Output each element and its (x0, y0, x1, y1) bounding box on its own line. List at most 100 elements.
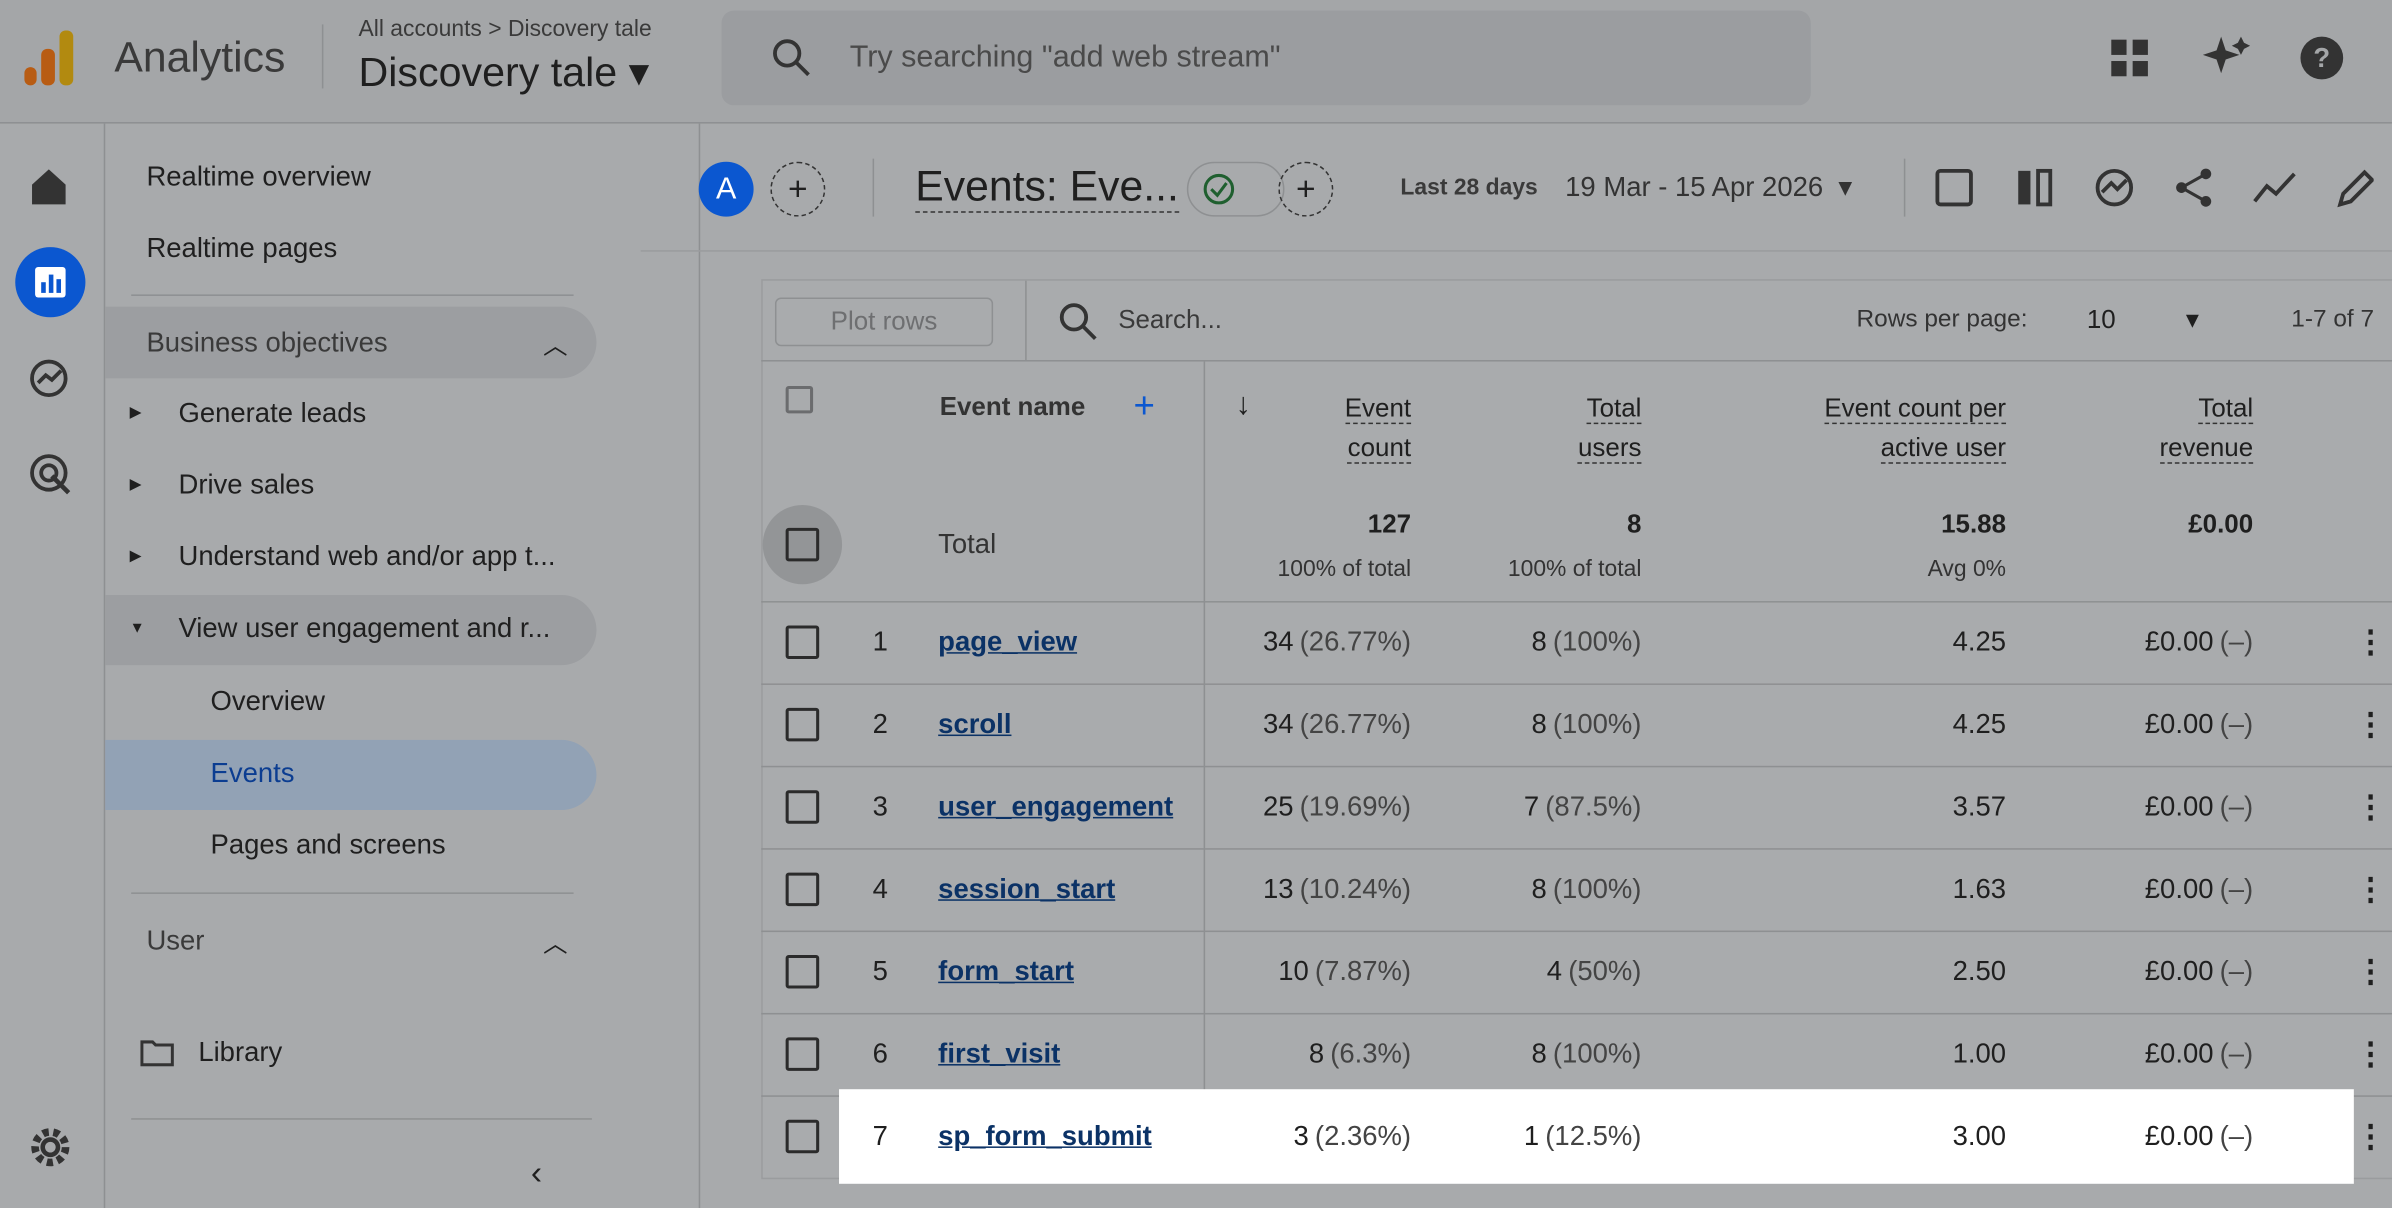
column-header-text[interactable]: Event count per active user (1824, 393, 2007, 464)
row-checkbox[interactable] (785, 1119, 820, 1154)
event-name[interactable]: user_engagement (938, 790, 1174, 822)
nav-item[interactable]: Library (198, 1036, 283, 1068)
row-menu[interactable]: ⋮ (2355, 790, 2386, 825)
nav-subitem[interactable]: Overview (210, 685, 325, 717)
add-dimension[interactable]: + (1133, 385, 1155, 428)
collapse-icon[interactable]: ︿ (543, 334, 568, 361)
column-header-text[interactable]: Total users (1578, 393, 1642, 464)
property[interactable]: Discovery tale (358, 49, 618, 96)
date-range[interactable]: 19 Mar - 15 Apr 2026 ▾ (1565, 171, 1853, 203)
add-comparison[interactable]: + (770, 161, 826, 217)
event-name[interactable]: page_view (938, 626, 1078, 657)
column-header[interactable]: Event name (939, 392, 1086, 422)
metric-cell: 8 (100%) (1397, 1038, 1642, 1070)
breadcrumb[interactable]: All accounts > Discovery tale (358, 16, 652, 42)
help-icon[interactable]: ? (2299, 35, 2345, 81)
item-band (105, 594, 597, 666)
row-menu[interactable]: ⋮ (2355, 955, 2386, 990)
metric-share: (100%) (1552, 873, 1642, 904)
metric-share: (–) (2219, 1120, 2254, 1151)
metric-value: 10 (1278, 955, 1309, 987)
column-header[interactable]: Total users (1526, 389, 1642, 468)
table-search[interactable]: Search... (1118, 305, 1222, 335)
metric-share: (2.36%) (1314, 1120, 1412, 1151)
row-menu[interactable]: ⋮ (2355, 873, 2386, 907)
select-total[interactable] (785, 527, 820, 562)
folder-icon (140, 1040, 174, 1067)
sort-icon[interactable]: ↓ (1235, 388, 1251, 422)
nav-item[interactable]: Generate leads (178, 397, 367, 428)
row-menu[interactable]: ⋮ (2355, 626, 2386, 660)
metric-share: (12.5%) (1545, 1120, 1642, 1151)
rows-per-page-label: Rows per page: (1856, 306, 2028, 333)
row-index: 6 (872, 1038, 888, 1069)
column-header-text[interactable]: Total revenue (2159, 393, 2254, 464)
metric-cell: 34 (26.77%) (1167, 626, 1411, 658)
event-name[interactable]: form_start (938, 955, 1074, 987)
advertising-icon[interactable] (27, 452, 73, 498)
nav-subitem[interactable]: Events (210, 757, 295, 788)
nav-item[interactable]: Realtime overview (146, 160, 371, 192)
rail (0, 123, 106, 1208)
apps-icon[interactable] (2108, 37, 2151, 80)
toolbar-icons[interactable] (1931, 165, 2374, 211)
row-checkbox[interactable] (785, 872, 820, 907)
rows-per-page-value[interactable]: 10 (2086, 305, 2116, 335)
column-header[interactable]: Total revenue (2136, 389, 2254, 468)
nav-subitem[interactable]: Pages and screens (210, 829, 446, 860)
metric-share: (–) (2219, 790, 2254, 822)
search-box[interactable] (721, 10, 1811, 106)
rows-per-page[interactable]: 10 ▾ (2086, 305, 2199, 335)
row-index: 3 (872, 790, 888, 822)
home-icon[interactable] (27, 165, 70, 208)
metric-value: 13 (1262, 873, 1294, 904)
row-menu[interactable]: ⋮ (2355, 1038, 2386, 1072)
row-checkbox[interactable] (785, 790, 820, 824)
event-name[interactable]: session_start (938, 873, 1116, 904)
nav-section[interactable]: Business objectives (146, 327, 388, 358)
nav-section[interactable]: User (146, 925, 205, 956)
metric-value: 4.25 (1952, 708, 2007, 740)
avatar[interactable]: A (698, 161, 754, 217)
metric-value: £0.00 (2144, 873, 2214, 904)
metric-value: 8 (1531, 1038, 1547, 1069)
row-checkbox[interactable] (785, 1037, 820, 1071)
row-checkbox[interactable] (785, 954, 820, 989)
row-menu[interactable]: ⋮ (2355, 1120, 2386, 1155)
select-all[interactable] (785, 385, 814, 414)
metric-value: 1.63 (1952, 873, 2007, 904)
column-header[interactable]: Event count per active user (1800, 389, 2007, 468)
row-index: 4 (872, 873, 888, 904)
reports-icon[interactable] (14, 246, 87, 319)
event-name[interactable]: scroll (938, 708, 1012, 740)
report-title[interactable]: Events: Eve... (915, 162, 1179, 213)
add-filter[interactable]: + (1278, 161, 1334, 217)
collapse-icon[interactable]: ︿ (543, 932, 568, 959)
metric-value: £0.00 (2144, 955, 2214, 987)
column-header-text[interactable]: Event count (1344, 393, 1412, 464)
expand-arrow: ▶ (129, 476, 142, 494)
explore-icon[interactable] (27, 357, 73, 403)
date-range-text[interactable]: 19 Mar - 15 Apr 2026 (1565, 171, 1824, 203)
nav-item[interactable]: View user engagement and r... (178, 612, 551, 643)
metric-value: 7 (1523, 790, 1540, 822)
plot-rows-button[interactable]: Plot rows (774, 297, 994, 347)
date-range-label[interactable]: Last 28 days (1400, 174, 1538, 201)
row-menu[interactable]: ⋮ (2355, 708, 2386, 743)
nav-item[interactable]: Understand web and/or app t... (178, 540, 556, 572)
event-name[interactable]: first_visit (938, 1038, 1061, 1069)
event-name[interactable]: sp_form_submit (938, 1120, 1152, 1151)
crumb[interactable]: Discovery tale (507, 16, 652, 42)
row-checkbox[interactable] (785, 625, 820, 660)
nav-item[interactable]: Realtime pages (146, 232, 338, 264)
row-checkbox[interactable] (785, 707, 820, 742)
property-picker[interactable]: Discovery tale ▾ (358, 49, 650, 96)
collapse-nav[interactable]: ‹ (530, 1153, 543, 1192)
settings-icon[interactable] (29, 1126, 72, 1169)
metric-value: 3.57 (1952, 790, 2007, 822)
ai-icon[interactable] (2202, 34, 2252, 83)
column-header[interactable]: Event count (1297, 389, 1412, 468)
crumb[interactable]: All accounts (358, 16, 482, 42)
nav-item[interactable]: Drive sales (178, 469, 315, 500)
